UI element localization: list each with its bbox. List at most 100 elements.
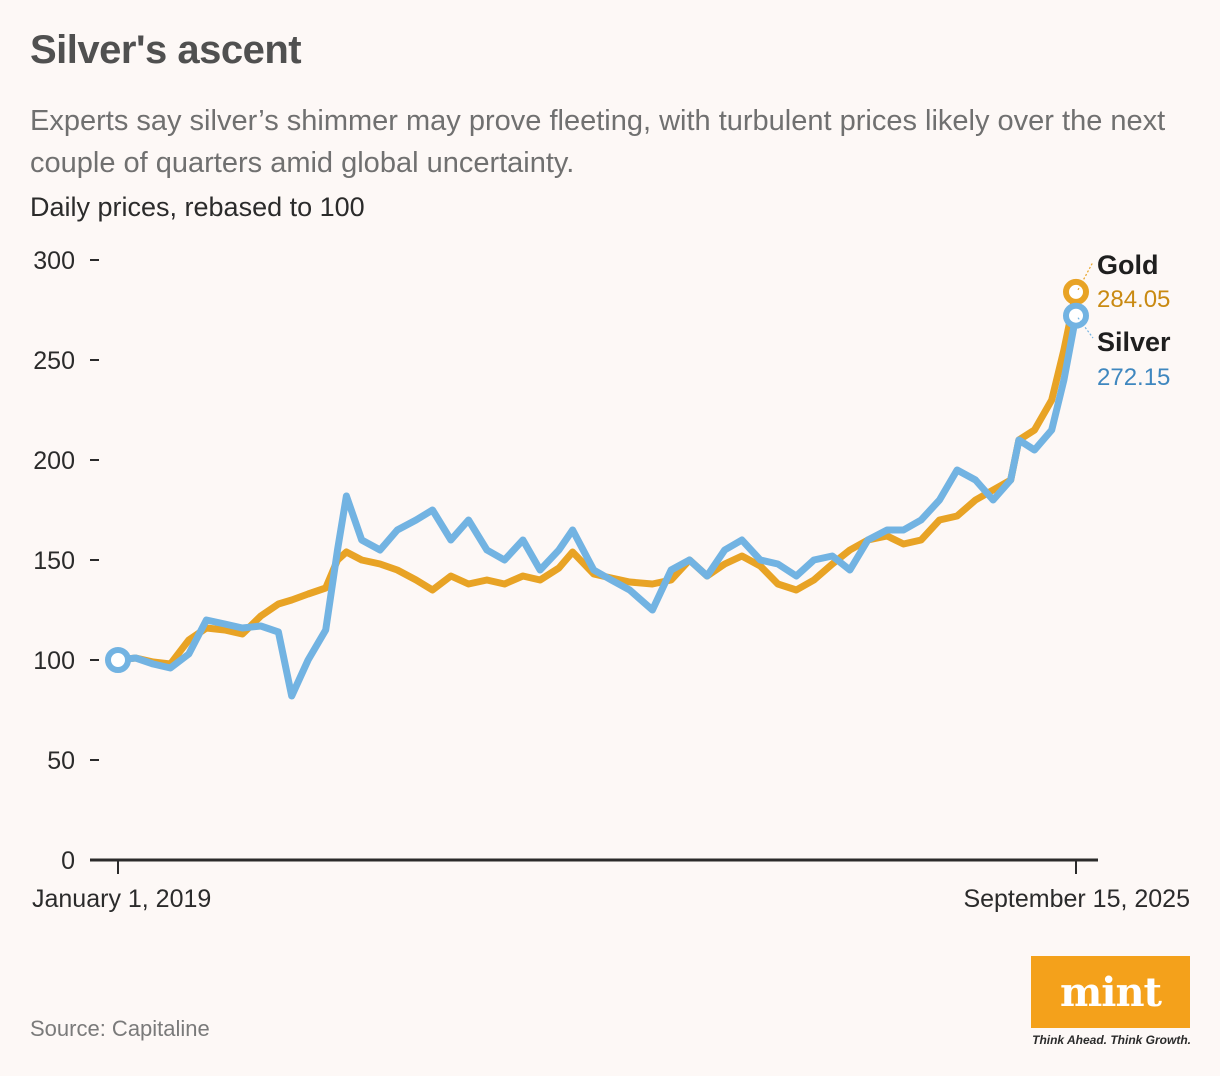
- gold-data-point: [449, 574, 453, 578]
- silver-data-point: [592, 568, 596, 572]
- silver-data-point: [335, 548, 339, 552]
- gold-data-point: [1050, 398, 1054, 402]
- silver-data-point: [705, 574, 709, 578]
- silver-data-point: [395, 528, 399, 532]
- gold-data-point: [360, 558, 364, 562]
- gold-data-point: [521, 574, 525, 578]
- silver-data-point: [324, 628, 328, 632]
- gold-data-point: [830, 562, 834, 566]
- silver-data-point: [571, 528, 575, 532]
- x-tick-label: September 15, 2025: [963, 885, 1190, 913]
- silver-data-point: [1009, 478, 1013, 482]
- x-tick-label: January 1, 2019: [32, 885, 211, 913]
- silver-data-point: [360, 538, 364, 542]
- y-tick-label: 100: [33, 647, 75, 675]
- silver-end-marker: [1063, 302, 1089, 329]
- silver-data-point: [776, 562, 780, 566]
- y-axis-unit-note: Daily prices, rebased to 100: [30, 192, 365, 222]
- gold-series-line: [114, 288, 1080, 668]
- silver-series-label: Silver: [1097, 327, 1171, 357]
- gold-end-value-label: 284.05: [1097, 286, 1170, 313]
- gold-data-point: [431, 588, 435, 592]
- source-note: Source: Capitaline: [30, 1016, 210, 1041]
- silver-data-point: [866, 538, 870, 542]
- gold-data-point: [324, 586, 328, 590]
- gold-data-point: [937, 518, 941, 522]
- y-tick-label: 50: [47, 747, 75, 775]
- gold-data-point: [571, 550, 575, 554]
- silver-data-point: [276, 630, 280, 634]
- silver-data-point: [688, 558, 692, 562]
- silver-data-point: [812, 558, 816, 562]
- silver-data-point: [628, 588, 632, 592]
- silver-data-point: [723, 548, 727, 552]
- silver-data-point: [937, 498, 941, 502]
- mint-logo: mint: [1031, 956, 1190, 1028]
- y-tick-label: 250: [33, 347, 75, 375]
- silver-data-point: [414, 518, 418, 522]
- silver-data-point: [502, 558, 506, 562]
- silver-label-leader: [1077, 317, 1094, 339]
- silver-data-point: [973, 478, 977, 482]
- silver-data-point: [223, 622, 227, 626]
- silver-data-point: [848, 568, 852, 572]
- gold-data-point: [901, 542, 905, 546]
- gold-data-point: [740, 554, 744, 558]
- gold-data-point: [650, 582, 654, 586]
- silver-data-point: [1033, 448, 1037, 452]
- silver-data-point: [650, 608, 654, 612]
- gold-data-point: [485, 578, 489, 582]
- silver-data-point: [378, 548, 382, 552]
- gold-data-point: [628, 580, 632, 584]
- gold-data-point: [776, 582, 780, 586]
- gold-data-point: [848, 548, 852, 552]
- gold-data-point: [758, 564, 762, 568]
- silver-data-point: [740, 538, 744, 542]
- silver-data-point: [794, 574, 798, 578]
- gold-data-point: [187, 638, 191, 642]
- silver-data-point: [134, 656, 138, 660]
- silver-data-point: [955, 468, 959, 472]
- y-tick-label: 200: [33, 447, 75, 475]
- y-tick-label: 150: [33, 547, 75, 575]
- silver-data-point: [1017, 438, 1021, 442]
- gold-data-point: [259, 614, 263, 618]
- logo-tagline: Think Ahead. Think Growth.: [1032, 1033, 1191, 1047]
- gold-data-point: [991, 488, 995, 492]
- gold-data-point: [344, 550, 348, 554]
- silver-data-point: [1062, 378, 1066, 382]
- gold-data-point: [1062, 348, 1066, 352]
- silver-series-line: [114, 312, 1080, 700]
- gold-data-point: [794, 588, 798, 592]
- gold-data-point: [240, 632, 244, 636]
- gold-data-point: [973, 498, 977, 502]
- gold-data-point: [290, 598, 294, 602]
- gold-data-point: [395, 568, 399, 572]
- gold-data-point: [466, 582, 470, 586]
- silver-data-point: [557, 548, 561, 552]
- silver-data-point: [885, 528, 889, 532]
- gold-data-point: [885, 534, 889, 538]
- gold-data-point: [276, 602, 280, 606]
- gold-series-label: Gold: [1097, 250, 1159, 280]
- silver-data-point: [151, 662, 155, 666]
- silver-end-value-label: 272.15: [1097, 364, 1170, 391]
- silver-data-point: [466, 518, 470, 522]
- silver-data-point: [901, 528, 905, 532]
- silver-data-point: [449, 538, 453, 542]
- silver-data-point: [290, 694, 294, 698]
- silver-data-point: [168, 666, 172, 670]
- silver-data-point: [259, 624, 263, 628]
- silver-data-point: [538, 568, 542, 572]
- silver-data-point: [991, 498, 995, 502]
- gold-end-marker: [1063, 278, 1089, 305]
- gold-data-point: [538, 578, 542, 582]
- gold-data-point: [1033, 428, 1037, 432]
- silver-data-point: [669, 568, 673, 572]
- chart-title: Silver's ascent: [30, 28, 302, 72]
- gold-data-point: [306, 592, 310, 596]
- gold-data-point: [414, 578, 418, 582]
- gold-data-point: [812, 578, 816, 582]
- y-tick-label: 0: [61, 847, 75, 875]
